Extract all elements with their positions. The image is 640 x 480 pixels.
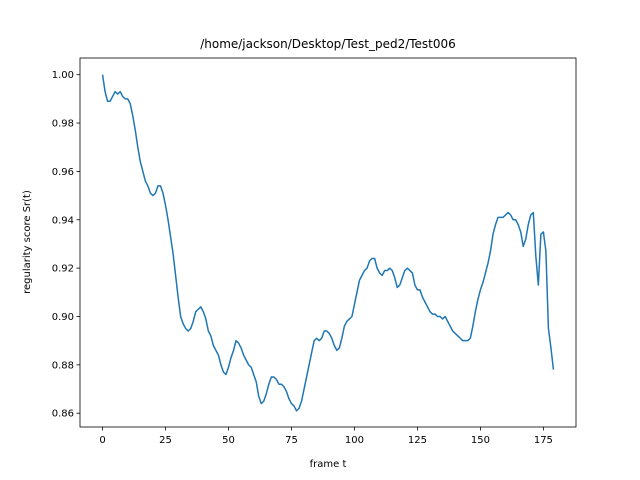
y-tick-label: 0.92 bbox=[52, 264, 74, 275]
y-tick-label: 0.98 bbox=[52, 119, 74, 130]
x-tick-label: 75 bbox=[285, 435, 298, 446]
data-line bbox=[101, 74, 555, 412]
chart-title: /home/jackson/Desktop/Test_ped2/Test006 bbox=[200, 37, 456, 51]
y-tick-label: 0.88 bbox=[52, 360, 74, 371]
x-axis-label: frame t bbox=[310, 459, 347, 470]
x-tick-label: 125 bbox=[408, 435, 427, 446]
plot-frame bbox=[79, 57, 577, 428]
x-tick-label: 175 bbox=[534, 435, 553, 446]
x-tick-label: 0 bbox=[99, 435, 105, 446]
x-tick-label: 150 bbox=[471, 435, 490, 446]
y-tick-label: 0.96 bbox=[52, 167, 74, 178]
y-axis-label: regularity score Sr(t) bbox=[22, 190, 33, 294]
y-tick-label: 0.86 bbox=[52, 409, 74, 420]
y-tick-label: 1.00 bbox=[52, 70, 74, 81]
x-tick-label: 100 bbox=[345, 435, 364, 446]
y-tick-label: 0.94 bbox=[52, 215, 74, 226]
x-tick-label: 50 bbox=[222, 435, 235, 446]
y-tick-label: 0.90 bbox=[52, 312, 74, 323]
x-tick-label: 25 bbox=[159, 435, 172, 446]
